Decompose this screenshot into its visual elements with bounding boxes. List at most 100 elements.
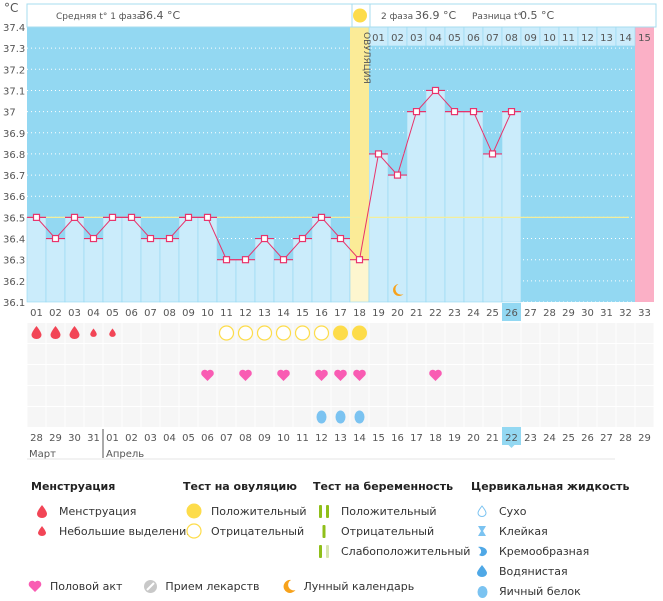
marker-cell (160, 386, 179, 406)
marker-cell (255, 365, 274, 385)
temp-bar (159, 238, 180, 303)
cycle-day-label: 03 (68, 308, 81, 319)
marker-cell (407, 407, 426, 427)
legend-pregnancy-test: Тест на беременность Положительный Отриц… (313, 480, 470, 561)
marker-cell (46, 407, 65, 427)
ovulation-sun-icon (353, 8, 367, 23)
luteal-day-label: 01 (372, 33, 385, 44)
marker-cell (464, 323, 483, 343)
legend-item: Положительный (211, 504, 307, 518)
marker-cell (65, 386, 84, 406)
marker-cell (445, 386, 464, 406)
marker-cell (502, 344, 521, 364)
marker-cell (27, 407, 46, 427)
today-pointer (508, 445, 515, 448)
calendar-date: 13 (334, 433, 347, 444)
marker-cell (635, 323, 654, 343)
marker-cell (578, 344, 597, 364)
cycle-day-label: 04 (87, 308, 100, 319)
marker-cell (122, 365, 141, 385)
temp-bar (26, 217, 47, 303)
ovulation-test-positive-icon (333, 325, 348, 341)
cycle-day-label: 22 (429, 308, 442, 319)
heart-icon (277, 369, 290, 381)
marker-cell (312, 344, 331, 364)
cycle-day-label: 20 (391, 308, 404, 319)
marker-cell (179, 365, 198, 385)
calendar-date: 01 (106, 433, 119, 444)
temp-bar (482, 153, 503, 303)
marker-cell (464, 365, 483, 385)
legend-item: Лунный календарь (303, 579, 415, 593)
marker-cell (141, 386, 160, 406)
marker-cell (122, 344, 141, 364)
drop-large-icon (31, 504, 53, 518)
legend-item: Яичный белок (499, 584, 581, 598)
legend-item: Клейкая (499, 524, 548, 538)
cycle-day-label: 25 (486, 308, 499, 319)
marker-cell (103, 407, 122, 427)
marker-cell (464, 344, 483, 364)
heart-icon (334, 369, 347, 381)
temp-point (241, 256, 250, 264)
cycle-day-label: 01 (30, 308, 43, 319)
cycle-day-label: 13 (258, 308, 271, 319)
marker-cell (217, 365, 236, 385)
temp-point (431, 86, 440, 95)
marker-cell (198, 323, 217, 343)
cycle-day-label: 31 (600, 308, 613, 319)
legend-title: Тест на беременность (313, 480, 454, 493)
creamy-icon (471, 545, 493, 557)
marker-cell (179, 323, 198, 343)
temp-point (32, 213, 41, 221)
temp-point (184, 213, 193, 221)
marker-cell (597, 407, 616, 427)
calendar-date: 27 (600, 433, 613, 444)
ovulation-test-negative-icon (313, 325, 330, 341)
temp-bar (235, 259, 256, 303)
ovulation-column (350, 27, 369, 260)
temp-point (222, 256, 231, 264)
y-tick-label: 36.2 (3, 277, 25, 288)
marker-cell (65, 365, 84, 385)
marker-cell (521, 323, 540, 343)
phase2-value: 36.9 °C (415, 9, 456, 22)
legend-item: Прием лекарств (165, 579, 260, 593)
marker-cell (141, 323, 160, 343)
marker-cell (312, 386, 331, 406)
cycle-day-label: 24 (467, 308, 480, 319)
marker-cell (407, 365, 426, 385)
marker-cell (578, 407, 597, 427)
calendar-date: 24 (543, 433, 556, 444)
marker-cell (464, 407, 483, 427)
luteal-day-label: 09 (524, 33, 537, 44)
temp-point (203, 213, 212, 221)
temp-bar (444, 111, 465, 303)
temp-bar (254, 238, 275, 303)
marker-cell (635, 386, 654, 406)
legend-item: Кремообразная (499, 544, 590, 558)
menstruation-drop-icon (69, 326, 80, 339)
temp-bar (368, 153, 389, 303)
legend-item: Небольшие выделения (59, 524, 193, 538)
legend-cervical-fluid: Цервикальная жидкость Сухо Клейкая Кремо… (471, 480, 629, 601)
temp-bar (64, 217, 85, 303)
legend-item: Слабоположительный (341, 544, 471, 558)
menstruation-drop-icon (50, 326, 61, 339)
marker-cell (540, 386, 559, 406)
cycle-day-label: 02 (49, 308, 62, 319)
marker-cell (559, 323, 578, 343)
marker-cell (388, 365, 407, 385)
marker-cell (141, 407, 160, 427)
marker-cell (198, 344, 217, 364)
marker-cell (635, 407, 654, 427)
y-tick-label: 36.5 (3, 213, 25, 224)
calendar-date: 14 (353, 433, 366, 444)
calendar-date: 10 (277, 433, 290, 444)
marker-cell (407, 344, 426, 364)
marker-cell (46, 344, 65, 364)
menstruation-drop-icon (109, 328, 116, 337)
temp-bar (102, 217, 123, 303)
temp-point (298, 234, 307, 243)
phase2-label: 2 фаза (381, 12, 413, 22)
